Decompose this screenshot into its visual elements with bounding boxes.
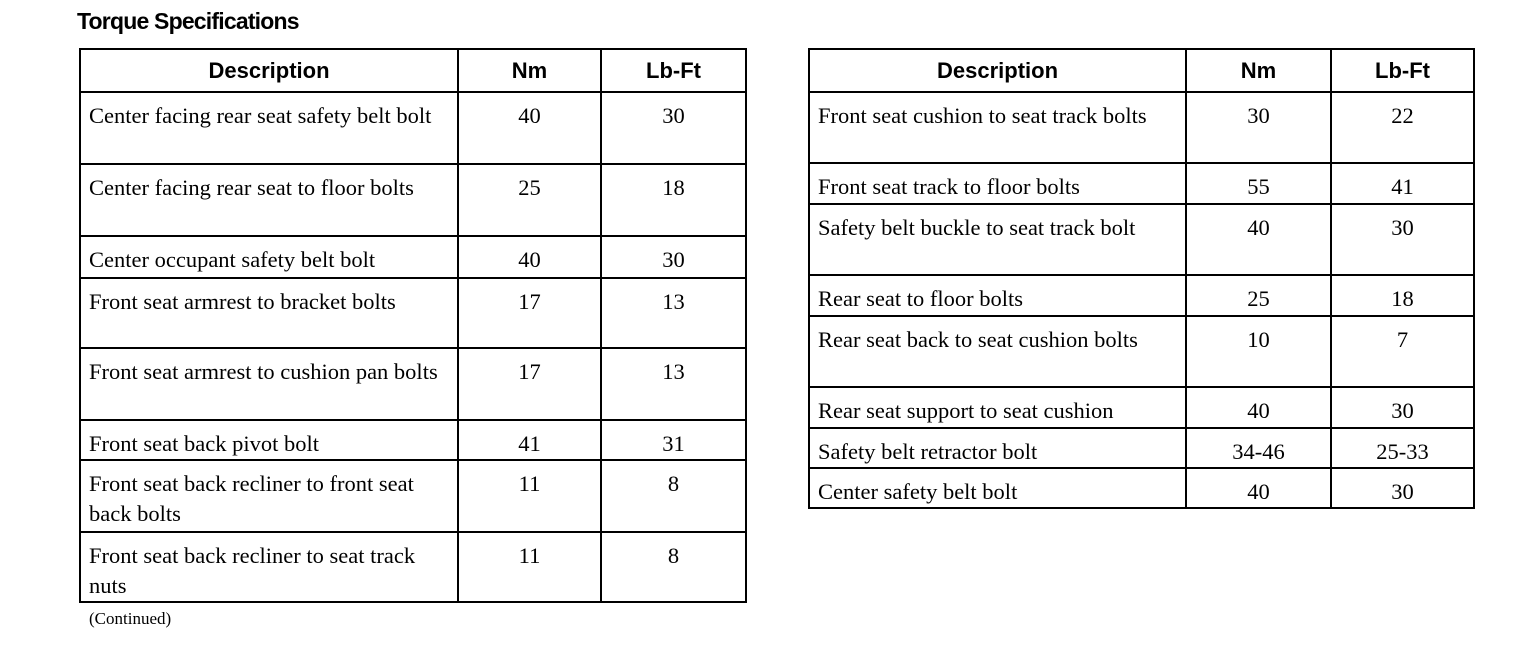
cell-nm: 30 — [1185, 91, 1332, 164]
cell-nm: 55 — [1185, 162, 1332, 205]
cell-lbft: 18 — [1330, 274, 1475, 317]
cell-description: Front seat armrest to cushion pan bolts — [79, 347, 459, 421]
table-row: Front seat back recliner to seat track n… — [79, 531, 747, 603]
table-row: Rear seat support to seat cushion 40 30 — [808, 386, 1475, 429]
table-row: Center facing rear seat safety belt bolt… — [79, 91, 747, 165]
cell-description: Center occupant safety belt bolt — [79, 235, 459, 279]
cell-nm: 17 — [457, 277, 602, 349]
cell-lbft: 18 — [600, 163, 747, 237]
cell-nm: 11 — [457, 531, 602, 603]
continued-note: (Continued) — [89, 609, 172, 628]
cell-nm: 40 — [1185, 203, 1332, 276]
cell-description: Rear seat to floor bolts — [808, 274, 1187, 317]
cell-nm: 40 — [1185, 467, 1332, 509]
cell-description: Front seat cushion to seat track bolts — [808, 91, 1187, 164]
cell-description: Front seat armrest to bracket bolts — [79, 277, 459, 349]
cell-lbft: 8 — [600, 531, 747, 603]
cell-nm: 41 — [457, 419, 602, 461]
cell-lbft: 8 — [600, 459, 747, 533]
cell-lbft: 30 — [600, 91, 747, 165]
cell-lbft: 22 — [1330, 91, 1475, 164]
cell-description: Safety belt buckle to seat track bolt — [808, 203, 1187, 276]
header-nm: Nm — [1185, 48, 1332, 93]
torque-table-right: Description Nm Lb-Ft Front seat cushion … — [808, 48, 1475, 509]
cell-description: Center facing rear seat safety belt bolt — [79, 91, 459, 165]
header-nm: Nm — [457, 48, 602, 93]
cell-nm: 11 — [457, 459, 602, 533]
cell-nm: 10 — [1185, 315, 1332, 388]
cell-description: Rear seat back to seat cushion bolts — [808, 315, 1187, 388]
cell-lbft: 30 — [600, 235, 747, 279]
table-row: Front seat back recliner to front seat b… — [79, 459, 747, 533]
cell-nm: 25 — [1185, 274, 1332, 317]
cell-nm: 40 — [1185, 386, 1332, 429]
cell-description: Front seat back recliner to seat track n… — [79, 531, 459, 603]
table-header-row: Description Nm Lb-Ft — [808, 48, 1475, 93]
cell-lbft: 31 — [600, 419, 747, 461]
cell-lbft: 41 — [1330, 162, 1475, 205]
cell-description: Center facing rear seat to floor bolts — [79, 163, 459, 237]
cell-description: Front seat back recliner to front seat b… — [79, 459, 459, 533]
cell-description: Center safety belt bolt — [808, 467, 1187, 509]
cell-description: Rear seat support to seat cushion — [808, 386, 1187, 429]
cell-nm: 25 — [457, 163, 602, 237]
table-row: Front seat armrest to cushion pan bolts 1… — [79, 347, 747, 421]
cell-lbft: 30 — [1330, 467, 1475, 509]
table-row: Center occupant safety belt bolt 40 30 — [79, 235, 747, 279]
header-lbft: Lb-Ft — [1330, 48, 1475, 93]
cell-lbft: 30 — [1330, 386, 1475, 429]
table-row: Rear seat back to seat cushion bolts 10 7 — [808, 315, 1475, 388]
cell-lbft: 30 — [1330, 203, 1475, 276]
table-row: Safety belt buckle to seat track bolt 40 3… — [808, 203, 1475, 276]
cell-lbft: 13 — [600, 277, 747, 349]
table-row: Center facing rear seat to floor bolts 25… — [79, 163, 747, 237]
table-row: Front seat armrest to bracket bolts 17 13 — [79, 277, 747, 349]
table-row: Front seat back pivot bolt 41 31 — [79, 419, 747, 461]
cell-nm: 40 — [457, 235, 602, 279]
cell-description: Front seat track to floor bolts — [808, 162, 1187, 205]
table-row: Safety belt retractor bolt 34-46 25-33 — [808, 427, 1475, 469]
torque-table-left: Description Nm Lb-Ft Center facing rear … — [79, 48, 747, 603]
table-row: Center safety belt bolt 40 30 — [808, 467, 1475, 509]
table-header-row: Description Nm Lb-Ft — [79, 48, 747, 93]
cell-nm: 17 — [457, 347, 602, 421]
cell-lbft: 13 — [600, 347, 747, 421]
header-description: Description — [808, 48, 1187, 93]
page-title: Torque Specifications — [77, 8, 300, 34]
table-row: Front seat cushion to seat track bolts 30… — [808, 91, 1475, 164]
cell-description: Front seat back pivot bolt — [79, 419, 459, 461]
header-lbft: Lb-Ft — [600, 48, 747, 93]
header-description: Description — [79, 48, 459, 93]
cell-nm: 34-46 — [1185, 427, 1332, 469]
cell-lbft: 25-33 — [1330, 427, 1475, 469]
table-row: Front seat track to floor bolts 55 41 — [808, 162, 1475, 205]
cell-nm: 40 — [457, 91, 602, 165]
cell-description: Safety belt retractor bolt — [808, 427, 1187, 469]
cell-lbft: 7 — [1330, 315, 1475, 388]
table-row: Rear seat to floor bolts 25 18 — [808, 274, 1475, 317]
